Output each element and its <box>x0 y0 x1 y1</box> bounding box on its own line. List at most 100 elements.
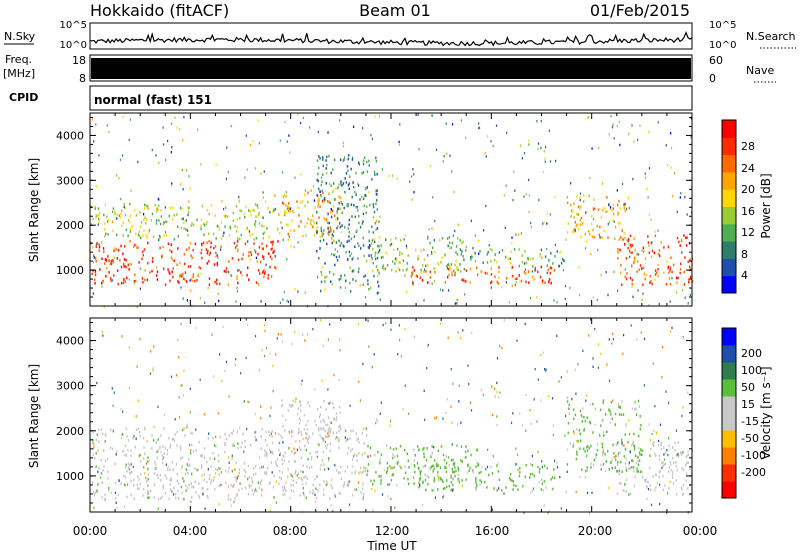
power-cell <box>188 206 190 210</box>
power-cell <box>135 232 137 236</box>
power-cell <box>181 275 183 278</box>
velocity-cell <box>638 434 640 438</box>
power-cell <box>214 214 216 217</box>
power-cell <box>170 184 173 187</box>
power-cell <box>330 227 332 230</box>
velocity-cell <box>127 448 129 452</box>
velocity-cell <box>237 446 239 450</box>
velocity-cell <box>386 444 388 447</box>
velocity-cell <box>100 472 103 475</box>
velocity-cell <box>165 476 168 480</box>
power-cell <box>182 297 184 300</box>
velocity-cell <box>586 449 589 452</box>
power-cell <box>343 206 345 210</box>
power-cell <box>378 236 381 239</box>
velocity-cell <box>302 491 305 495</box>
power-cell <box>142 234 144 237</box>
velocity-cell <box>247 323 249 326</box>
velocity-cell <box>662 461 664 464</box>
velocity-cell <box>552 433 554 437</box>
power-cell <box>302 116 304 120</box>
velocity-cell <box>637 456 639 459</box>
power-cell <box>527 270 530 273</box>
velocity-cell <box>414 464 416 468</box>
power-cell <box>507 257 509 261</box>
velocity-cell <box>152 367 155 370</box>
power-cell <box>223 207 225 211</box>
velocity-cell <box>130 449 132 453</box>
velocity-cell <box>270 406 272 409</box>
velocity-cell <box>180 485 183 489</box>
power-cell <box>417 254 419 258</box>
power-cell <box>548 278 551 281</box>
power-cell <box>328 192 330 195</box>
vel-cbar-swatch <box>722 464 736 482</box>
velocity-cell <box>335 431 338 435</box>
velocity-cell <box>672 461 675 464</box>
power-cell <box>331 283 333 286</box>
power-cell <box>93 254 95 257</box>
power-cell <box>332 239 335 243</box>
velocity-cell <box>632 440 634 444</box>
power-cbar-tick-24: 24 <box>741 162 755 175</box>
power-cell <box>663 271 665 274</box>
power-cell <box>357 270 360 274</box>
power-cell <box>285 195 287 198</box>
power-cell <box>245 134 247 137</box>
power-cell <box>338 278 340 281</box>
power-cell <box>105 232 107 236</box>
velocity-cell <box>354 472 356 475</box>
power-cell <box>362 127 364 130</box>
power-cell <box>523 152 526 155</box>
nave-tick-top: 60 <box>709 54 723 67</box>
power-cell <box>540 146 542 150</box>
velocity-cell <box>155 441 157 444</box>
velocity-cell <box>452 483 454 487</box>
power-cell <box>459 263 461 266</box>
power-cell <box>668 271 670 274</box>
velocity-cell <box>615 443 617 447</box>
velocity-cell <box>380 453 383 457</box>
velocity-cell <box>261 479 263 482</box>
power-cell <box>382 255 384 259</box>
power-cell <box>370 133 372 137</box>
power-cell <box>184 271 187 274</box>
power-cell <box>498 266 500 269</box>
power-cell <box>289 151 291 154</box>
velocity-cell <box>142 457 145 460</box>
velocity-cell <box>638 459 641 463</box>
velocity-cell <box>275 480 277 483</box>
power-cbar-tick-16: 16 <box>741 205 755 218</box>
power-cell <box>117 248 120 252</box>
velocity-cell <box>300 409 302 412</box>
velocity-cell <box>127 462 130 465</box>
velocity-cell <box>475 476 477 480</box>
power-cell <box>690 135 692 139</box>
power-cell <box>92 256 94 260</box>
velocity-cell <box>326 423 329 427</box>
velocity-cell <box>287 468 289 471</box>
power-cell <box>624 236 626 240</box>
velocity-cell <box>406 452 408 456</box>
power-cell <box>348 250 351 254</box>
velocity-cell <box>413 482 415 485</box>
velocity-cell <box>104 459 107 463</box>
velocity-cell <box>610 400 613 404</box>
velocity-cell <box>544 368 546 371</box>
velocity-cell <box>531 489 534 492</box>
velocity-cell <box>519 412 521 415</box>
velocity-cell <box>322 418 325 422</box>
power-cell <box>258 246 261 249</box>
power-cell <box>374 251 377 255</box>
velocity-cell <box>596 443 599 446</box>
power-cell <box>670 256 672 259</box>
velocity-cell <box>622 352 624 355</box>
power-cell <box>650 255 653 258</box>
velocity-cell <box>517 468 519 472</box>
velocity-cell <box>397 460 399 464</box>
velocity-cell <box>508 476 511 480</box>
power-cell <box>596 298 598 302</box>
power-cell <box>449 241 451 244</box>
power-cell <box>368 288 370 291</box>
power-cell <box>161 255 163 259</box>
